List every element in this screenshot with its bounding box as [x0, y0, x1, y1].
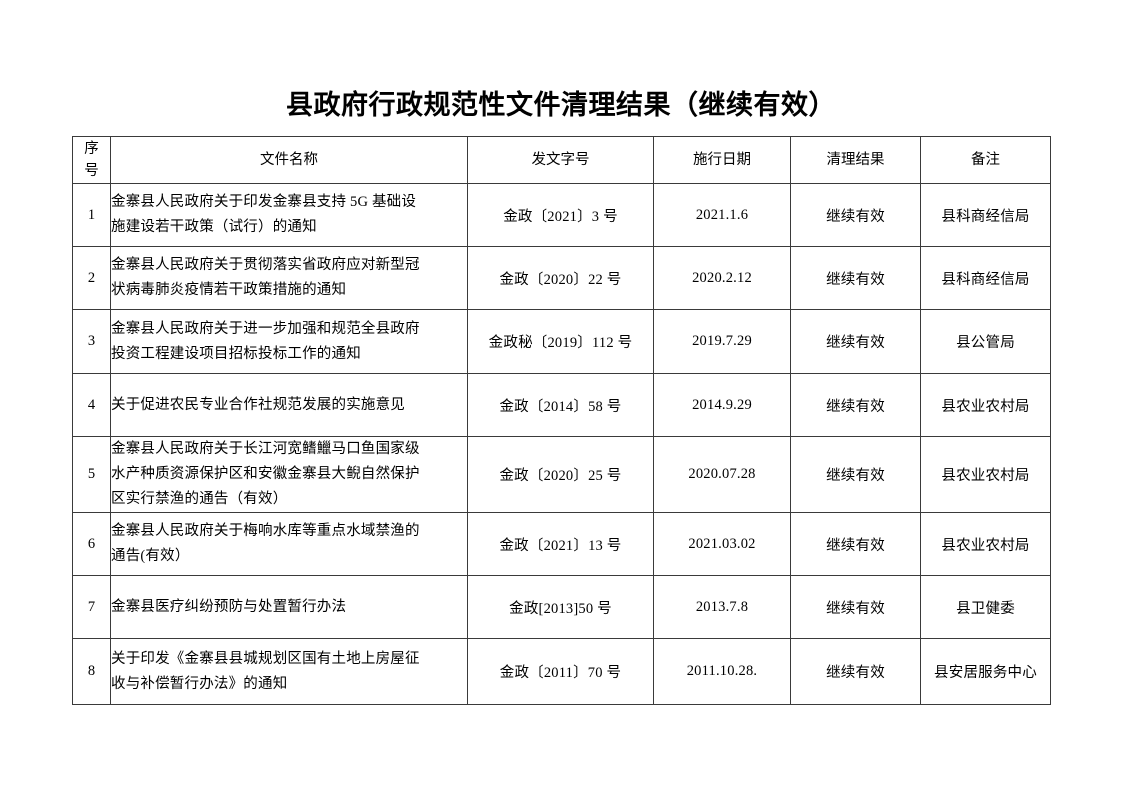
column-header-effective-date: 施行日期: [653, 136, 791, 184]
cell-name-line: 水产种质资源保护区和安徽金寨县大鲵自然保护: [111, 466, 420, 482]
cell-name-line: 金寨县人民政府关于贯彻落实省政府应对新型冠: [111, 257, 420, 273]
table-row: 3 金寨县人民政府关于进一步加强和规范全县政府 投资工程建设项目招标投标工作的通…: [72, 309, 1051, 374]
cell-effective-date: 2021.03.02: [653, 512, 791, 576]
column-header-seq: 序 号: [72, 136, 111, 184]
cell-name-line: 关于印发《金寨县县城规划区国有土地上房屋征: [111, 650, 420, 667]
cell-name-line: 金寨县人民政府关于进一步加强和规范全县政府: [111, 320, 420, 337]
table-row: 7 金寨县医疗纠纷预防与处置暂行办法 金政[2013]50 号 2013.7.8…: [72, 575, 1051, 639]
cell-cleanup-result: 继续有效: [790, 575, 921, 639]
cell-name-line: 通告(有效）: [111, 548, 190, 564]
table-header: 序 号 文件名称 发文字号 施行日期 清理结果 备注: [72, 136, 1051, 184]
cell-cleanup-result: 继续有效: [790, 309, 921, 374]
table-row: 8 关于印发《金寨县县城规划区国有土地上房屋征 收与补偿暂行办法》的通知 金政〔…: [72, 638, 1051, 705]
cell-effective-date: 2020.2.12: [653, 246, 791, 310]
cell-cleanup-result: 继续有效: [790, 373, 921, 437]
table-header-row: 序 号 文件名称 发文字号 施行日期 清理结果 备注: [72, 136, 1051, 184]
cell-name: 金寨县人民政府关于梅响水库等重点水域禁渔的 通告(有效）: [110, 512, 468, 576]
cell-remark: 县安居服务中心: [920, 638, 1051, 705]
page-title: 县政府行政规范性文件清理结果（继续有效）: [286, 90, 836, 120]
cell-name-line: 区实行禁渔的通告（有效）: [111, 491, 288, 507]
cell-cleanup-result: 继续有效: [790, 436, 921, 513]
cell-doc-number: 金政秘〔2019〕112 号: [467, 309, 654, 374]
cell-effective-date: 2019.7.29: [653, 309, 791, 374]
cell-remark: 县卫健委: [920, 575, 1051, 639]
table-row: 1 金寨县人民政府关于印发金寨县支持 5G 基础设 施建设若干政策（试行）的通知…: [72, 183, 1051, 247]
cell-doc-number: 金政〔2021〕13 号: [467, 512, 654, 576]
cell-effective-date: 2020.07.28: [653, 436, 791, 513]
cell-name-line: 状病毒肺炎疫情若干政策措施的通知: [111, 282, 347, 298]
column-header-doc-number: 发文字号: [467, 136, 654, 184]
cell-cleanup-result: 继续有效: [790, 512, 921, 576]
cell-name-line: 金寨县医疗纠纷预防与处置暂行办法: [111, 598, 347, 615]
cell-seq: 8: [72, 638, 111, 705]
cell-remark: 县农业农村局: [920, 512, 1051, 576]
cell-remark: 县公管局: [920, 309, 1051, 374]
cell-seq: 6: [72, 512, 111, 576]
cell-seq: 7: [72, 575, 111, 639]
cell-name: 金寨县人民政府关于贯彻落实省政府应对新型冠 状病毒肺炎疫情若干政策措施的通知: [110, 246, 468, 310]
cell-name: 关于促进农民专业合作社规范发展的实施意见: [110, 373, 468, 437]
column-header-remark: 备注: [920, 136, 1051, 184]
cell-remark: 县农业农村局: [920, 436, 1051, 513]
cell-name: 金寨县人民政府关于长江河宽鳍鱲马口鱼国家级 水产种质资源保护区和安徽金寨县大鲵自…: [110, 436, 468, 513]
cell-doc-number: 金政[2013]50 号: [467, 575, 654, 639]
cell-seq: 4: [72, 373, 111, 437]
cell-seq: 1: [72, 183, 111, 247]
cell-remark: 县科商经信局: [920, 246, 1051, 310]
cell-doc-number: 金政〔2014〕58 号: [467, 373, 654, 437]
column-header-seq-line1: 序: [84, 141, 99, 157]
cell-effective-date: 2014.9.29: [653, 373, 791, 437]
cell-name-line: 金寨县人民政府关于梅响水库等重点水域禁渔的: [111, 523, 420, 539]
cell-seq: 3: [72, 309, 111, 374]
cell-name: 金寨县人民政府关于印发金寨县支持 5G 基础设 施建设若干政策（试行）的通知: [110, 183, 468, 247]
cell-effective-date: 2011.10.28.: [653, 638, 791, 705]
cell-cleanup-result: 继续有效: [790, 183, 921, 247]
cleanup-results-table: 序 号 文件名称 发文字号 施行日期 清理结果 备注 1 金寨县人民政府关于印发…: [72, 136, 1051, 705]
cell-name-line: 金寨县人民政府关于长江河宽鳍鱲马口鱼国家级: [111, 441, 420, 457]
table-body: 1 金寨县人民政府关于印发金寨县支持 5G 基础设 施建设若干政策（试行）的通知…: [72, 183, 1051, 705]
column-header-seq-line2: 号: [84, 163, 99, 179]
cell-name-line: 关于促进农民专业合作社规范发展的实施意见: [111, 396, 405, 413]
cell-doc-number: 金政〔2020〕25 号: [467, 436, 654, 513]
cell-name: 金寨县人民政府关于进一步加强和规范全县政府 投资工程建设项目招标投标工作的通知: [110, 309, 468, 374]
column-header-name: 文件名称: [110, 136, 468, 184]
cell-seq: 2: [72, 246, 111, 310]
cell-doc-number: 金政〔2020〕22 号: [467, 246, 654, 310]
cell-seq: 5: [72, 436, 111, 513]
cell-name-line: 收与补偿暂行办法》的通知: [111, 675, 288, 692]
cell-name-line: 投资工程建设项目招标投标工作的通知: [111, 345, 361, 362]
cell-name: 关于印发《金寨县县城规划区国有土地上房屋征 收与补偿暂行办法》的通知: [110, 638, 468, 705]
cell-name: 金寨县医疗纠纷预防与处置暂行办法: [110, 575, 468, 639]
table-row: 4 关于促进农民专业合作社规范发展的实施意见 金政〔2014〕58 号 2014…: [72, 373, 1051, 437]
table-row: 6 金寨县人民政府关于梅响水库等重点水域禁渔的 通告(有效） 金政〔2021〕1…: [72, 512, 1051, 576]
table-row: 2 金寨县人民政府关于贯彻落实省政府应对新型冠 状病毒肺炎疫情若干政策措施的通知…: [72, 246, 1051, 310]
cell-name-line: 施建设若干政策（试行）的通知: [111, 219, 317, 235]
cell-name-line: 金寨县人民政府关于印发金寨县支持 5G 基础设: [111, 194, 417, 210]
cell-cleanup-result: 继续有效: [790, 246, 921, 310]
cell-remark: 县科商经信局: [920, 183, 1051, 247]
cell-remark: 县农业农村局: [920, 373, 1051, 437]
cell-doc-number: 金政〔2021〕3 号: [467, 183, 654, 247]
cell-effective-date: 2013.7.8: [653, 575, 791, 639]
cell-effective-date: 2021.1.6: [653, 183, 791, 247]
cell-cleanup-result: 继续有效: [790, 638, 921, 705]
table-row: 5 金寨县人民政府关于长江河宽鳍鱲马口鱼国家级 水产种质资源保护区和安徽金寨县大…: [72, 436, 1051, 513]
cell-doc-number: 金政〔2011〕70 号: [467, 638, 654, 705]
column-header-cleanup-result: 清理结果: [790, 136, 921, 184]
